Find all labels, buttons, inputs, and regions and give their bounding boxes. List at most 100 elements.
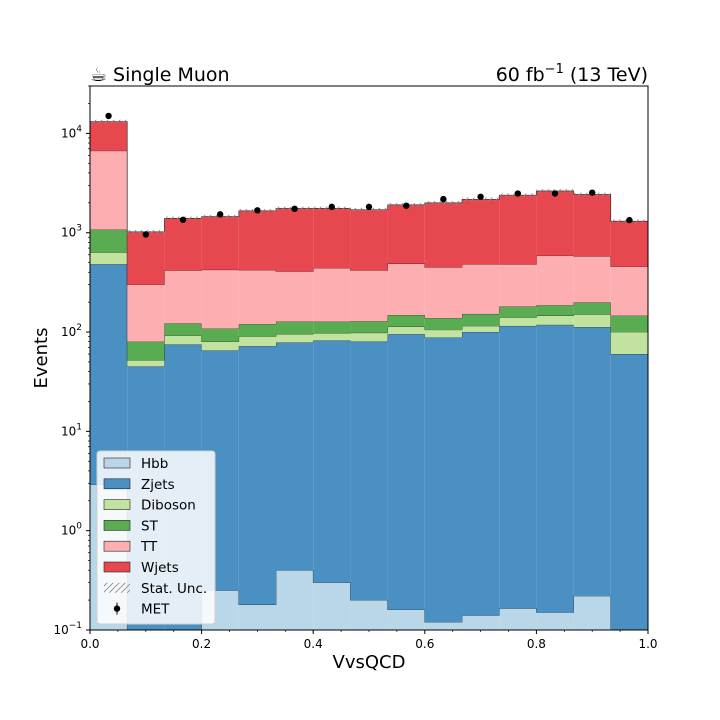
bar-zjets-0 <box>90 264 128 485</box>
bar-zjets-8 <box>387 334 425 610</box>
bar-hbb-4 <box>238 604 276 630</box>
lumi-exponent: −1 <box>545 62 564 77</box>
bar-tt-7 <box>350 270 388 322</box>
bar-hbb-6 <box>313 582 351 630</box>
legend-swatch-tt <box>103 540 131 552</box>
bar-st-0 <box>90 229 128 253</box>
y-axis-ticks: 10−1 100 101 102 103 104 <box>53 85 90 637</box>
bar-wjets-4 <box>238 210 276 271</box>
bar-diboson-0 <box>90 252 128 265</box>
bar-tt-0 <box>90 150 128 230</box>
bar-st-8 <box>387 315 425 327</box>
y-tick-label-1: 100 <box>61 522 82 538</box>
bar-diboson-10 <box>462 325 500 332</box>
unc-band-0 <box>90 119 128 124</box>
bar-tt-4 <box>238 270 276 325</box>
bar-zjets-7 <box>350 341 388 601</box>
x-axis-title: VvsQCD <box>333 652 406 673</box>
met-point-12 <box>551 190 559 197</box>
met-point-9 <box>440 195 447 203</box>
bar-st-5 <box>275 321 314 335</box>
legend-label-hbb: Hbb <box>141 456 168 472</box>
legend-label-tt: TT <box>140 539 158 555</box>
x-tick-label-5: 1.0 <box>638 637 657 651</box>
legend-label-wjets: Wjets <box>141 560 179 576</box>
met-point-4 <box>254 207 261 214</box>
legend-label-zjets: Zjets <box>141 477 175 493</box>
bar-diboson-9 <box>424 329 463 338</box>
bar-diboson-6 <box>313 333 351 341</box>
bar-diboson-4 <box>238 336 276 347</box>
legend-label-stat-unc: Stat. Unc. <box>141 581 207 597</box>
legend-label-met: MET <box>141 602 170 618</box>
bar-zjets-10 <box>462 331 500 616</box>
bar-wjets-5 <box>275 208 314 272</box>
x-tick-label-0: 0.0 <box>80 637 99 651</box>
bar-wjets-13 <box>573 194 611 257</box>
bar-tt-2 <box>164 270 202 324</box>
lumi-energy: (13 TeV) <box>564 64 648 86</box>
y-tick-label-2: 101 <box>61 422 82 438</box>
bar-st-10 <box>462 313 500 326</box>
legend-swatch-stat-unc <box>104 582 130 593</box>
bar-wjets-8 <box>387 204 425 264</box>
legend-swatch-met <box>113 605 121 612</box>
bar-zjets-14 <box>610 354 648 630</box>
met-data-points <box>105 112 633 238</box>
x-tick-label-4: 0.8 <box>527 637 546 651</box>
legend-box <box>96 450 216 625</box>
bar-tt-8 <box>387 263 425 316</box>
bar-wjets-0 <box>90 121 128 151</box>
bar-tt-9 <box>424 267 463 319</box>
y-tick-label-4: 103 <box>61 224 82 240</box>
legend-swatch-st <box>103 520 131 531</box>
met-point-1 <box>142 231 149 238</box>
bar-hbb-7 <box>350 600 388 630</box>
bar-hbb-11 <box>499 608 537 630</box>
bar-tt-11 <box>499 264 537 307</box>
bar-st-7 <box>350 321 388 333</box>
bar-diboson-14 <box>610 332 648 355</box>
bar-tt-1 <box>127 284 165 342</box>
bar-st-12 <box>536 305 574 316</box>
channel-title: ☕ Single Muon <box>90 64 230 86</box>
legend-label-diboson: Diboson <box>141 498 196 514</box>
met-point-0 <box>105 112 112 120</box>
legend-label-st: ST <box>141 518 159 534</box>
legend-swatch-zjets <box>103 478 131 490</box>
bar-zjets-9 <box>424 337 463 623</box>
legend-swatch-hbb <box>103 457 131 469</box>
bar-diboson-8 <box>387 326 425 335</box>
met-point-14 <box>626 216 633 224</box>
bar-diboson-5 <box>275 334 314 343</box>
legend-swatch-diboson <box>103 499 131 510</box>
bar-diboson-3 <box>201 341 239 351</box>
bar-tt-3 <box>201 269 239 329</box>
met-point-7 <box>365 203 373 211</box>
x-axis-ticks: 0.0 0.2 0.4 0.6 0.8 1.0 <box>80 630 658 651</box>
met-point-6 <box>328 203 335 211</box>
met-point-5 <box>291 205 298 213</box>
bar-st-9 <box>424 318 463 330</box>
bar-wjets-3 <box>201 216 239 270</box>
coffee-icon: ☕ <box>90 64 107 86</box>
bar-tt-13 <box>573 256 611 303</box>
bar-st-13 <box>573 302 611 315</box>
y-tick-label-3: 102 <box>61 323 82 339</box>
bar-tt-14 <box>610 266 648 316</box>
y-tick-label-5: 104 <box>61 124 82 140</box>
bar-tt-5 <box>275 271 314 322</box>
bar-hbb-13 <box>573 595 611 630</box>
x-tick-label-2: 0.4 <box>304 637 323 651</box>
bar-st-4 <box>238 324 276 337</box>
y-axis-title: Events <box>31 328 52 389</box>
legend: Hbb Zjets Diboson ST TT Wjets Stat. Unc. MET <box>96 450 216 625</box>
bar-st-6 <box>313 321 351 334</box>
bar-zjets-5 <box>275 342 314 571</box>
bar-hbb-10 <box>462 615 500 630</box>
outline-tt <box>90 150 648 285</box>
bar-st-14 <box>610 315 648 333</box>
met-point-8 <box>403 202 410 209</box>
bar-zjets-11 <box>499 325 537 609</box>
